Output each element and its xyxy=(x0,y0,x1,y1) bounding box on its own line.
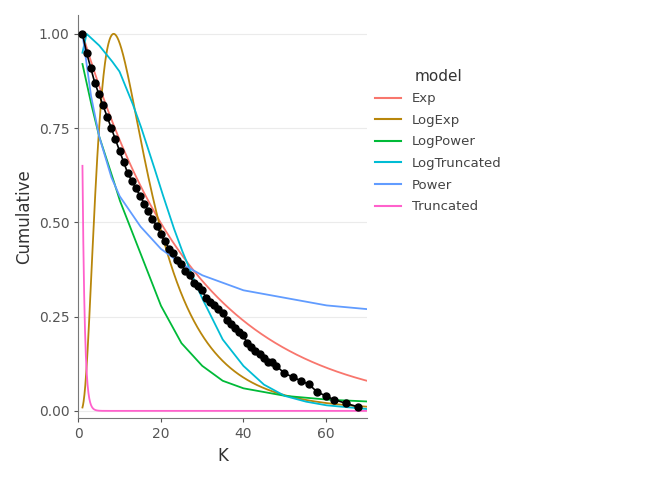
Y-axis label: Cumulative: Cumulative xyxy=(15,169,33,264)
X-axis label: K: K xyxy=(217,447,228,465)
Legend: Exp, LogExp, LogPower, LogTruncated, Power, Truncated: Exp, LogExp, LogPower, LogTruncated, Pow… xyxy=(370,63,507,218)
